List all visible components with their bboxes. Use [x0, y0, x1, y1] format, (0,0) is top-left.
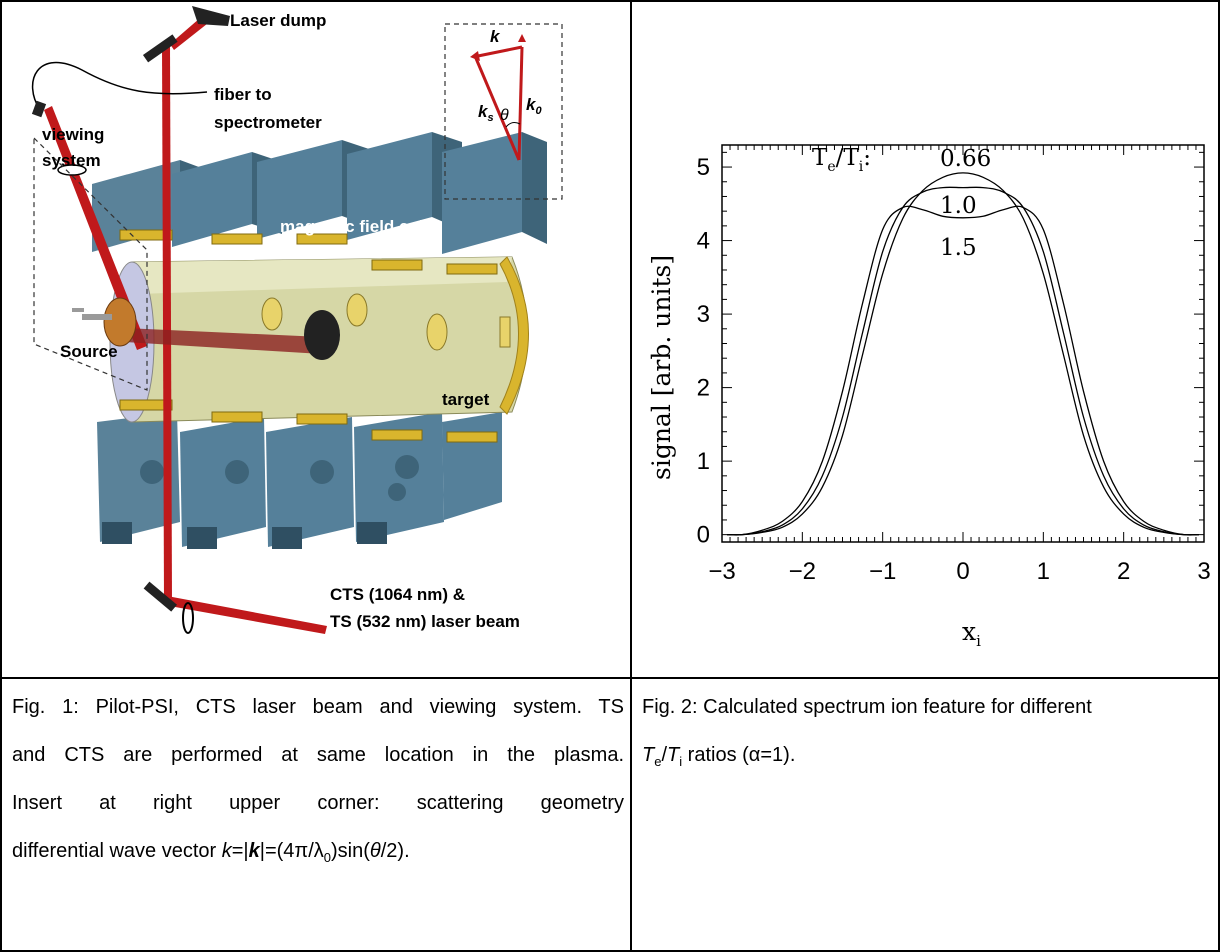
inset-k0-label: k0	[526, 95, 542, 117]
viewing-plane	[33, 136, 148, 391]
y-tick-label: 3	[697, 301, 710, 328]
inset-k-label: k	[490, 27, 501, 46]
x-tick-label: −1	[869, 558, 896, 585]
label-fiber-line1: fiber to	[214, 85, 272, 104]
label-viewing-line2: system	[42, 151, 101, 170]
table-border-right	[1218, 0, 1220, 952]
legend: Te/Ti: 0.66 1.0 1.5	[812, 145, 991, 261]
x-tick-label: −2	[789, 558, 816, 585]
legend-label-1-0: 1.0	[940, 193, 977, 219]
label-viewing-line1: viewing	[42, 125, 104, 144]
table-border-top	[0, 0, 1220, 2]
label-laser-beam-line1: CTS (1064 nm) &	[330, 585, 465, 604]
caption-fig1-line4: differential wave vector k=|k|=(4π/λ0)si…	[12, 840, 410, 865]
caption-fig2-line2: Te/Ti ratios (α=1).	[642, 744, 796, 769]
caption-fig2-line1: Fig. 2: Calculated spectrum ion feature …	[642, 696, 1092, 718]
inset-scattering-geometry: k ks θ k0	[444, 23, 563, 200]
caption-figure2: Fig. 2: Calculated spectrum ion feature …	[642, 683, 1212, 786]
y-tick-label: 0	[697, 522, 710, 549]
figure1-illustration: k ks θ k0 Laser dump fiber to spectromet…	[31, 6, 563, 634]
inset-theta-label: θ	[500, 107, 509, 124]
mirror-top	[142, 34, 178, 63]
fiber-connector	[31, 100, 47, 118]
series-line-0-66	[726, 172, 1200, 536]
y-tick-label: 1	[697, 448, 710, 475]
caption-figure1: Fig. 1: Pilot-PSI, CTS laser beam and vi…	[12, 683, 624, 882]
data-curves	[726, 172, 1200, 536]
x-tick-label: 1	[1037, 558, 1050, 585]
table-divider-horizontal	[0, 677, 1220, 679]
caption-fig1-line1: Fig. 1: Pilot-PSI, CTS laser beam and vi…	[12, 696, 624, 718]
label-source: Source	[60, 342, 118, 361]
x-tick-label: 3	[1197, 558, 1210, 585]
viewing-lens-icon	[57, 164, 87, 176]
table-divider-vertical	[630, 0, 632, 952]
series-line-1-0	[726, 186, 1200, 536]
target-disk	[304, 310, 340, 360]
inset-ks-label: ks	[478, 102, 494, 124]
plasma-source	[72, 297, 137, 347]
table-border-bottom	[0, 950, 1220, 952]
series-line-1-5	[726, 205, 1200, 536]
legend-label-0-66: 0.66	[940, 146, 991, 172]
label-target: target	[442, 390, 490, 409]
laser-dump-icon	[192, 6, 230, 26]
x-tick-label: 2	[1117, 558, 1130, 585]
y-tick-label: 2	[697, 375, 710, 402]
caption-fig1-line3: Insert at right upper corner: scattering…	[12, 792, 624, 814]
y-tick-label: 5	[697, 154, 710, 181]
label-fiber-line2: spectrometer	[214, 113, 322, 132]
coil-blocks-top	[92, 132, 547, 254]
x-axis-label: xi	[962, 617, 981, 650]
x-tick-label: 0	[956, 558, 969, 585]
x-tick-label: −3	[708, 558, 735, 585]
y-tick-label: 4	[697, 228, 710, 255]
legend-label-1-5: 1.5	[940, 235, 977, 261]
label-laser-dump: Laser dump	[230, 11, 326, 30]
table-border-left	[0, 0, 2, 952]
y-axis-label: signal [arb. units]	[647, 255, 676, 480]
axis-ticks	[721, 145, 1205, 542]
caption-fig1-line2: and CTS are performed at same location i…	[12, 744, 624, 766]
mirror-bottom	[143, 581, 178, 612]
fiber-cable	[31, 61, 208, 111]
label-coils: magnetic field coils	[280, 217, 438, 236]
label-laser-beam-line2: TS (532 nm) laser beam	[330, 612, 520, 631]
lens-icon	[182, 602, 194, 634]
tick-labels: −3 −2 −1 0 1 2 3 0 1 2 3 4 5	[697, 154, 1211, 585]
legend-title: Te/Ti:	[812, 145, 871, 175]
flanges	[119, 229, 498, 443]
coil-blocks-bottom	[97, 412, 502, 549]
